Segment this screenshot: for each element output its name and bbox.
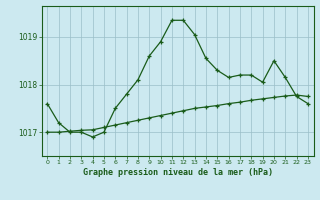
- X-axis label: Graphe pression niveau de la mer (hPa): Graphe pression niveau de la mer (hPa): [83, 168, 273, 177]
